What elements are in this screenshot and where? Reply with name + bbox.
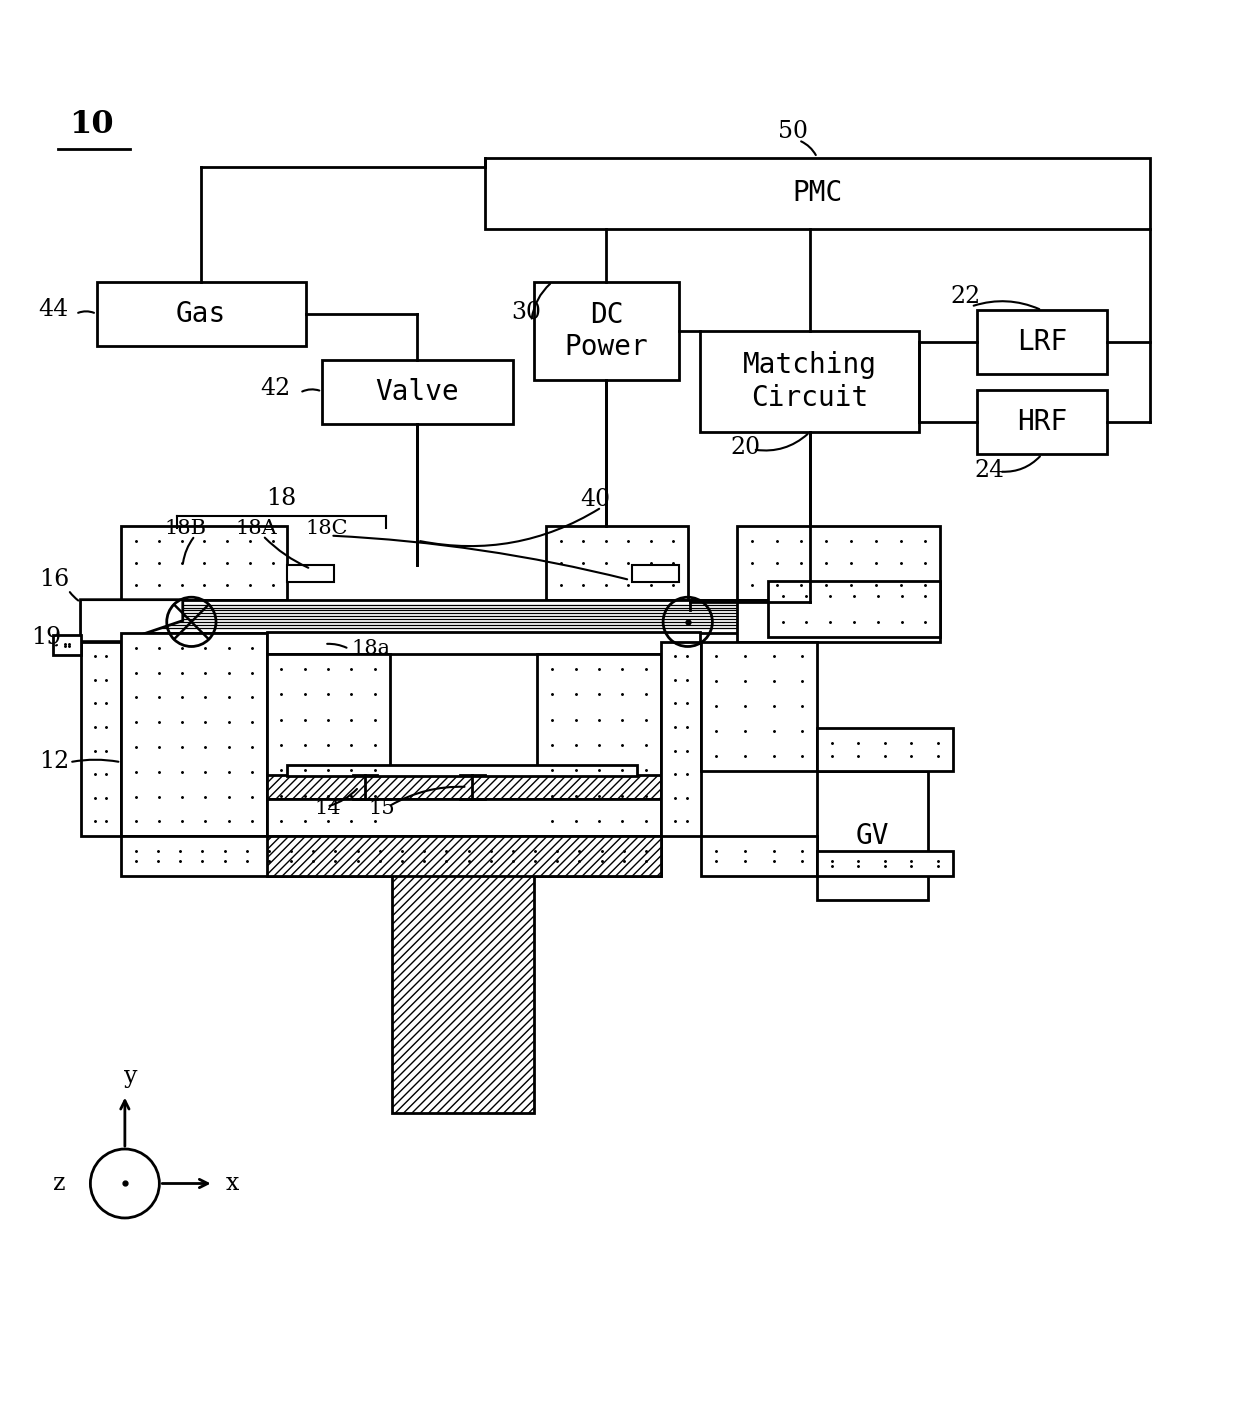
Text: LRF: LRF — [1017, 328, 1066, 356]
Text: x: x — [226, 1172, 239, 1195]
Text: 42: 42 — [260, 378, 290, 401]
Text: 30: 30 — [512, 301, 542, 324]
FancyBboxPatch shape — [267, 799, 661, 836]
FancyBboxPatch shape — [267, 655, 389, 836]
Text: z: z — [53, 1172, 66, 1195]
Text: 18B: 18B — [164, 519, 206, 539]
Text: 18A: 18A — [236, 519, 278, 539]
FancyBboxPatch shape — [267, 774, 661, 799]
FancyBboxPatch shape — [122, 633, 267, 836]
Text: DC
Power: DC Power — [564, 301, 649, 361]
FancyBboxPatch shape — [53, 636, 81, 655]
Text: 20: 20 — [730, 436, 761, 459]
Text: 40: 40 — [580, 488, 611, 511]
Text: 19: 19 — [31, 626, 62, 649]
FancyBboxPatch shape — [702, 836, 817, 876]
Text: 44: 44 — [38, 298, 69, 321]
FancyBboxPatch shape — [81, 642, 122, 836]
Text: 22: 22 — [950, 285, 981, 308]
Text: 18C: 18C — [306, 519, 348, 539]
FancyBboxPatch shape — [392, 836, 533, 1114]
FancyBboxPatch shape — [977, 391, 1106, 455]
FancyBboxPatch shape — [702, 642, 817, 771]
FancyBboxPatch shape — [267, 836, 661, 876]
Text: PMC: PMC — [792, 180, 842, 207]
FancyBboxPatch shape — [288, 565, 335, 582]
FancyBboxPatch shape — [537, 655, 661, 836]
FancyBboxPatch shape — [817, 771, 928, 900]
FancyBboxPatch shape — [288, 764, 637, 776]
Text: 14: 14 — [315, 799, 341, 819]
FancyBboxPatch shape — [322, 359, 513, 424]
Text: Valve: Valve — [376, 378, 459, 405]
FancyBboxPatch shape — [632, 565, 680, 582]
FancyBboxPatch shape — [977, 311, 1106, 374]
Polygon shape — [81, 600, 182, 642]
FancyBboxPatch shape — [768, 582, 940, 636]
Text: 50: 50 — [777, 120, 807, 143]
FancyBboxPatch shape — [737, 526, 940, 600]
FancyBboxPatch shape — [122, 600, 786, 633]
Text: Matching
Circuit: Matching Circuit — [743, 351, 877, 412]
Text: 15: 15 — [368, 799, 396, 819]
Text: 24: 24 — [975, 459, 1004, 482]
Text: y: y — [124, 1064, 138, 1088]
FancyBboxPatch shape — [97, 282, 306, 347]
FancyBboxPatch shape — [661, 642, 702, 836]
Text: 12: 12 — [38, 750, 69, 773]
FancyBboxPatch shape — [701, 331, 919, 432]
FancyBboxPatch shape — [122, 836, 661, 876]
Text: 18: 18 — [267, 486, 296, 509]
Text: 16: 16 — [38, 568, 69, 592]
Polygon shape — [737, 600, 940, 642]
FancyBboxPatch shape — [817, 851, 952, 876]
FancyBboxPatch shape — [533, 282, 680, 381]
FancyBboxPatch shape — [267, 632, 701, 655]
Text: GV: GV — [856, 821, 889, 850]
Text: Gas: Gas — [176, 299, 227, 328]
FancyBboxPatch shape — [546, 526, 688, 600]
FancyBboxPatch shape — [817, 727, 952, 771]
FancyBboxPatch shape — [485, 157, 1149, 230]
Text: 18a: 18a — [351, 639, 391, 657]
Text: HRF: HRF — [1017, 408, 1066, 436]
Text: 10: 10 — [69, 110, 114, 140]
FancyBboxPatch shape — [122, 526, 288, 600]
